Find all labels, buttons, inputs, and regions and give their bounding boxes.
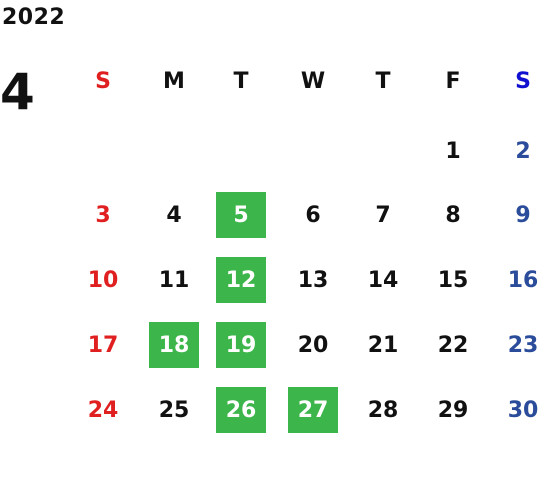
day-cell[interactable]: 26 xyxy=(216,387,266,433)
weekday-header: T xyxy=(233,68,249,94)
day-cell[interactable]: 4 xyxy=(166,202,182,228)
day-cell[interactable]: 2 xyxy=(515,138,531,164)
day-cell[interactable]: 10 xyxy=(87,267,119,293)
day-cell[interactable]: 11 xyxy=(158,267,190,293)
weekday-header: M xyxy=(163,68,185,94)
day-cell[interactable]: 9 xyxy=(515,202,531,228)
day-cell[interactable]: 25 xyxy=(158,397,190,423)
weekday-header: F xyxy=(445,68,461,94)
day-cell[interactable]: 29 xyxy=(437,397,469,423)
weekday-header: W xyxy=(300,68,326,94)
day-cell[interactable]: 28 xyxy=(367,397,399,423)
month-label: 4 xyxy=(0,63,35,121)
day-cell[interactable]: 22 xyxy=(437,332,469,358)
day-cell[interactable]: 17 xyxy=(87,332,119,358)
day-cell[interactable]: 24 xyxy=(87,397,119,423)
day-cell[interactable]: 6 xyxy=(305,202,321,228)
weekday-header: S xyxy=(95,68,111,94)
day-cell[interactable]: 14 xyxy=(367,267,399,293)
weekday-header: T xyxy=(375,68,391,94)
day-cell[interactable]: 5 xyxy=(216,192,266,238)
day-cell[interactable]: 16 xyxy=(507,267,539,293)
weekday-header: S xyxy=(515,68,531,94)
day-cell[interactable]: 20 xyxy=(297,332,329,358)
day-cell[interactable]: 19 xyxy=(216,322,266,368)
day-cell[interactable]: 15 xyxy=(437,267,469,293)
day-cell[interactable]: 7 xyxy=(375,202,391,228)
day-cell[interactable]: 27 xyxy=(288,387,338,433)
day-cell[interactable]: 30 xyxy=(507,397,539,423)
day-cell[interactable]: 8 xyxy=(445,202,461,228)
day-cell[interactable]: 12 xyxy=(216,257,266,303)
day-cell[interactable]: 21 xyxy=(367,332,399,358)
day-cell[interactable]: 13 xyxy=(297,267,329,293)
year-label: 2022 xyxy=(2,5,66,30)
day-cell[interactable]: 3 xyxy=(95,202,111,228)
day-cell[interactable]: 23 xyxy=(507,332,539,358)
day-cell[interactable]: 1 xyxy=(445,138,461,164)
day-cell[interactable]: 18 xyxy=(149,322,199,368)
